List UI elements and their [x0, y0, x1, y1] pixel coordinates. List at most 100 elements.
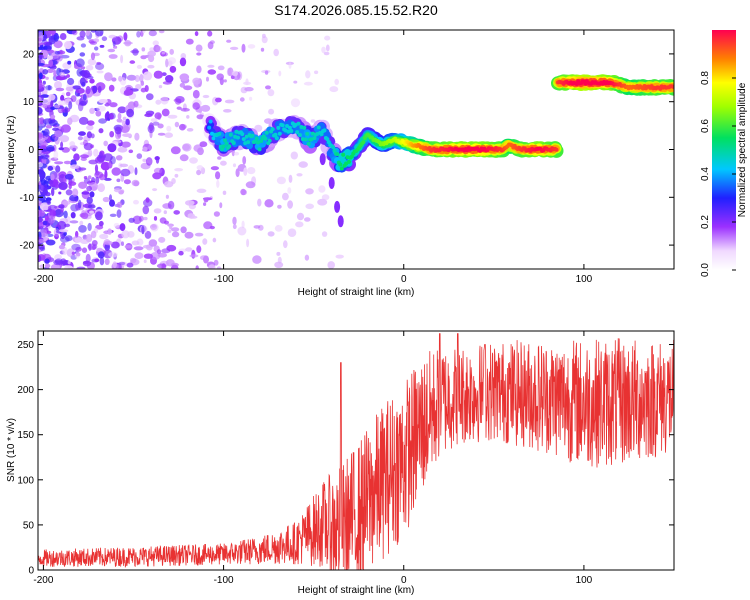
noise-blob: [329, 86, 339, 93]
noise-blob: [108, 113, 114, 120]
noise-blob: [44, 263, 51, 268]
noise-blob: [45, 175, 52, 181]
noise-blob: [122, 133, 132, 138]
track-point: [280, 123, 285, 128]
noise-blob: [142, 205, 150, 215]
noise-blob: [39, 182, 48, 192]
y-tick-label: 0: [28, 566, 34, 577]
noise-blob: [167, 229, 172, 233]
noise-blob: [325, 44, 330, 52]
noise-blob: [207, 69, 217, 75]
track-point: [240, 132, 245, 137]
noise-blob: [178, 250, 184, 256]
x-tick-label: 0: [401, 274, 407, 285]
noise-blob: [126, 262, 134, 268]
x-tick-label: -100: [214, 274, 234, 285]
noise-blob: [108, 34, 117, 39]
noise-blob: [48, 94, 56, 101]
noise-blob: [169, 225, 173, 230]
noise-blob: [288, 62, 292, 69]
noise-blob: [113, 188, 121, 193]
noise-blob: [142, 146, 148, 152]
noise-blob: [180, 107, 190, 112]
noise-blob: [203, 221, 213, 230]
noise-blob: [196, 52, 202, 56]
noise-blob: [232, 163, 237, 168]
noise-blob: [90, 230, 97, 239]
noise-blob: [295, 221, 304, 228]
noise-blob: [166, 125, 172, 132]
noise-blob: [324, 35, 331, 41]
noise-blob: [287, 228, 297, 237]
noise-blob: [104, 169, 108, 179]
noise-blob: [69, 141, 76, 147]
noise-blob: [123, 32, 128, 41]
noise-blob: [79, 77, 86, 86]
noise-blob: [119, 223, 126, 232]
noise-blob: [202, 94, 210, 99]
noise-blob: [97, 85, 102, 93]
noise-blob: [148, 54, 155, 63]
noise-blob: [38, 83, 43, 90]
noise-blob: [167, 114, 178, 119]
track-point: [302, 125, 307, 130]
track-point: [303, 137, 308, 142]
track-point: [221, 144, 226, 149]
noise-blob: [246, 238, 250, 248]
noise-blob: [167, 57, 176, 65]
noise-blob: [223, 109, 232, 113]
noise-blob: [62, 200, 71, 206]
tail-blob: [334, 200, 341, 213]
noise-blob: [96, 105, 106, 112]
noise-blob: [134, 74, 140, 83]
noise-blob: [122, 116, 127, 121]
noise-blob: [109, 131, 115, 138]
noise-blob: [303, 81, 313, 86]
noise-blob: [38, 37, 42, 42]
colorbar-gradient: [712, 30, 736, 270]
noise-blob: [247, 167, 256, 175]
noise-blob: [42, 103, 48, 109]
track-point: [319, 132, 324, 137]
noise-blob: [252, 255, 262, 264]
noise-blob: [226, 39, 232, 43]
noise-blob: [151, 224, 157, 228]
noise-blob: [182, 143, 192, 152]
noise-blob: [139, 73, 144, 83]
noise-blob: [287, 187, 292, 194]
y-tick-label: 200: [17, 385, 34, 396]
noise-blob: [143, 253, 153, 259]
noise-blob: [196, 188, 207, 193]
noise-blob: [108, 251, 118, 258]
noise-blob: [164, 220, 169, 225]
noise-blob: [38, 225, 44, 230]
spectrogram-ylabel: Frequency (Hz): [6, 116, 17, 185]
colorbar-tick-label: 0.4: [700, 167, 711, 181]
noise-blob: [70, 95, 77, 103]
noise-blob: [276, 176, 286, 185]
noise-blob: [143, 216, 148, 221]
noise-blob: [86, 30, 90, 36]
noise-blob: [242, 156, 247, 165]
x-tick-label: 100: [576, 274, 593, 285]
noise-blob: [81, 190, 90, 200]
noise-blob: [106, 111, 110, 118]
snr-ylabel: SNR (10 * v/v): [6, 418, 17, 482]
colorbar-tick-label: 0.2: [700, 215, 711, 229]
y-tick-label: 10: [23, 97, 35, 108]
noise-blob: [117, 146, 128, 153]
noise-blob: [118, 261, 126, 266]
track-point: [257, 147, 262, 152]
colorbar-ticks: 0.0 0.2 0.4 0.6 0.8: [700, 71, 736, 277]
track-point: [335, 152, 340, 157]
noise-blob: [79, 220, 84, 226]
snr-ticks: -200 -100 0 100 0 50 100 150 200 250: [17, 331, 674, 586]
noise-blob: [67, 60, 72, 65]
noise-blob: [110, 156, 116, 165]
noise-blob: [185, 200, 195, 206]
noise-blob: [233, 151, 240, 156]
noise-blob: [165, 194, 169, 199]
noise-blob: [86, 124, 94, 131]
snr-xlabel: Height of straight line (km): [298, 585, 415, 596]
noise-blob: [145, 197, 150, 203]
